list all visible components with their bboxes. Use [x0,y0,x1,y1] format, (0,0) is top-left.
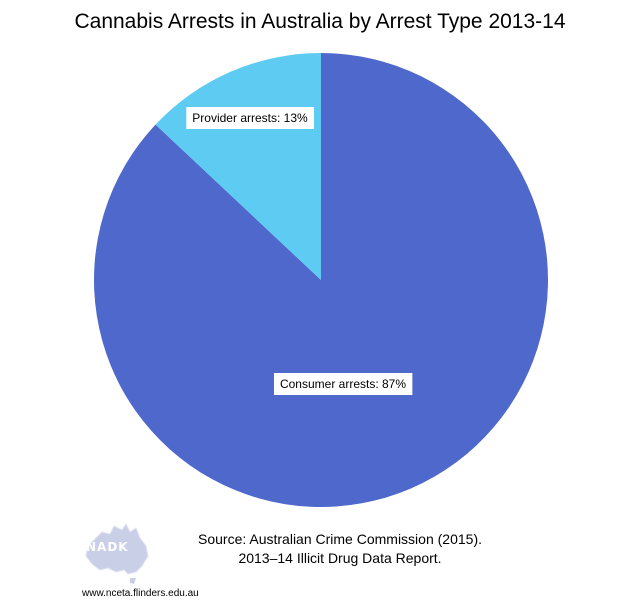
pie-label-text: Consumer arrests: 87% [280,377,406,391]
pie-labels: Consumer arrests: 87% Provider arrests: 1… [186,107,413,395]
source-note: Source: Australian Crime Commission (201… [175,530,505,568]
source-line-2: 2013–14 Illicit Drug Data Report. [238,550,442,566]
logo-text: NADK [86,540,129,554]
chart-title: Cannabis Arrests in Australia by Arrest … [74,10,566,33]
nadk-australia-logo-icon: NADK [80,518,160,588]
pie-label-box [273,373,413,395]
footer-url: www.nceta.flinders.edu.au [82,588,199,599]
pie-label-provider: Provider arrests: 13% [186,107,315,129]
pie-label-consumer: Consumer arrests: 87% [273,373,413,395]
pie-label-box [186,107,315,129]
pie-slice-consumer [93,53,548,508]
pie-chart: Consumer arrests: 87% Provider arrests: 1… [93,53,548,508]
pie-slices [93,53,548,508]
pie-label-text: Provider arrests: 13% [192,111,308,125]
source-line-1: Source: Australian Crime Commission (201… [198,531,482,547]
